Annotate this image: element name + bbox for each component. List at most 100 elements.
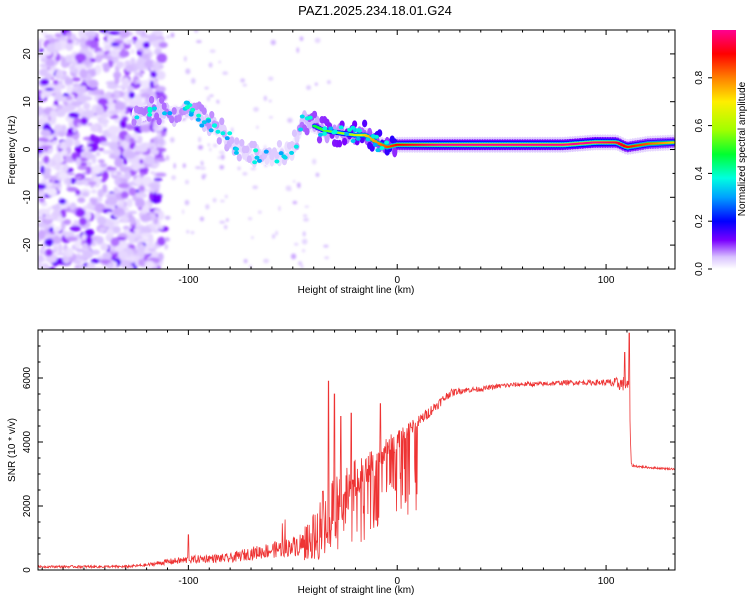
noise-blob bbox=[302, 249, 306, 253]
chart-title: PAZ1.2025.234.18.01.G24 bbox=[298, 3, 452, 18]
ridge-point bbox=[269, 152, 275, 161]
noise-blob bbox=[133, 144, 142, 152]
noise-blob bbox=[45, 226, 51, 230]
ridge-point bbox=[298, 127, 304, 132]
noise-blob bbox=[185, 179, 189, 185]
noise-blob bbox=[110, 237, 120, 247]
ridge-point bbox=[206, 118, 212, 123]
noise-blob bbox=[156, 70, 166, 80]
noise-blob bbox=[220, 154, 225, 160]
noise-blob bbox=[303, 217, 309, 222]
noise-blob bbox=[126, 232, 136, 237]
noise-blob bbox=[128, 99, 137, 108]
noise-blob bbox=[191, 78, 196, 84]
noise-blob bbox=[200, 166, 206, 170]
noise-blob bbox=[77, 165, 89, 171]
noise-blob bbox=[153, 209, 162, 214]
noise-blob bbox=[128, 244, 136, 249]
noise-blob bbox=[243, 259, 248, 264]
noise-blob bbox=[207, 143, 210, 147]
noise-blob bbox=[142, 41, 150, 49]
noise-blob bbox=[97, 216, 107, 226]
ridge-point bbox=[239, 138, 245, 147]
noise-blob bbox=[170, 137, 175, 143]
noise-blob bbox=[135, 30, 142, 36]
ridge-point bbox=[246, 155, 252, 163]
noise-blob bbox=[194, 30, 199, 33]
noise-blob bbox=[118, 199, 124, 206]
noise-blob bbox=[209, 147, 212, 152]
noise-blob bbox=[120, 216, 130, 223]
noise-blob bbox=[44, 34, 51, 39]
ridge-point bbox=[322, 126, 328, 131]
noise-blob bbox=[145, 241, 155, 249]
noise-blob bbox=[38, 183, 47, 190]
noise-blob bbox=[157, 252, 164, 261]
colorbar-tick-label: 0.2 bbox=[694, 214, 705, 228]
noise-blob bbox=[91, 249, 101, 255]
noise-blob bbox=[103, 44, 111, 51]
ridge-point bbox=[317, 132, 323, 137]
colorbar-tick-label: 0.6 bbox=[694, 118, 705, 132]
ridge-point bbox=[377, 129, 383, 137]
ridge-point bbox=[216, 137, 222, 145]
noise-blob bbox=[75, 189, 81, 196]
ridge-point bbox=[188, 112, 194, 117]
ridge-point bbox=[219, 117, 225, 126]
noise-blob bbox=[53, 153, 62, 163]
ridge-point bbox=[149, 96, 155, 104]
noise-blob bbox=[98, 124, 103, 134]
noise-blob bbox=[87, 181, 97, 186]
noise-blob bbox=[324, 256, 330, 259]
noise-blob bbox=[89, 40, 99, 49]
ridge-point bbox=[183, 100, 189, 105]
ridge-point bbox=[252, 160, 258, 165]
noise-blob bbox=[154, 159, 159, 164]
noise-blob bbox=[75, 208, 86, 218]
ridge-point bbox=[274, 159, 280, 164]
noise-blob bbox=[138, 37, 148, 43]
noise-blob bbox=[43, 167, 52, 174]
ridge-point bbox=[167, 111, 173, 116]
noise-blob bbox=[100, 54, 109, 59]
noise-blob bbox=[87, 35, 95, 41]
y-tick-label: 2000 bbox=[22, 494, 33, 517]
noise-blob bbox=[74, 53, 87, 63]
noise-blob bbox=[40, 129, 52, 137]
noise-blob bbox=[45, 58, 56, 67]
noise-blob bbox=[62, 163, 69, 173]
x-tick-label: 0 bbox=[394, 576, 400, 587]
noise-blob bbox=[209, 94, 214, 97]
noise-blob bbox=[66, 172, 76, 176]
noise-blob bbox=[82, 44, 89, 48]
noise-blob bbox=[38, 39, 42, 50]
noise-blob bbox=[278, 205, 281, 212]
noise-blob bbox=[92, 241, 97, 247]
noise-blob bbox=[93, 136, 100, 145]
noise-blob bbox=[268, 99, 272, 103]
ridge-point bbox=[322, 131, 328, 136]
ridge-point bbox=[161, 102, 167, 111]
noise-blob bbox=[148, 187, 155, 195]
noise-blob bbox=[91, 189, 97, 194]
noise-blob bbox=[40, 165, 45, 175]
noise-blob bbox=[190, 231, 195, 235]
noise-blob bbox=[75, 157, 82, 167]
noise-blob bbox=[38, 229, 46, 240]
x-tick-label: -100 bbox=[178, 275, 198, 286]
noise-blob bbox=[38, 208, 49, 214]
noise-blob bbox=[157, 226, 164, 230]
ridge-point bbox=[251, 140, 257, 149]
noise-blob bbox=[41, 202, 48, 207]
colorbar-gradient bbox=[712, 30, 736, 269]
noise-blob bbox=[126, 264, 134, 269]
ridge-point bbox=[162, 111, 168, 116]
noise-blob bbox=[242, 83, 247, 87]
noise-blob bbox=[139, 158, 144, 165]
noise-blob bbox=[156, 53, 168, 63]
noise-blob bbox=[243, 171, 247, 176]
noise-blob bbox=[223, 224, 228, 230]
noise-blob bbox=[231, 127, 234, 133]
noise-blob bbox=[299, 36, 304, 42]
ridge-point bbox=[215, 129, 221, 134]
